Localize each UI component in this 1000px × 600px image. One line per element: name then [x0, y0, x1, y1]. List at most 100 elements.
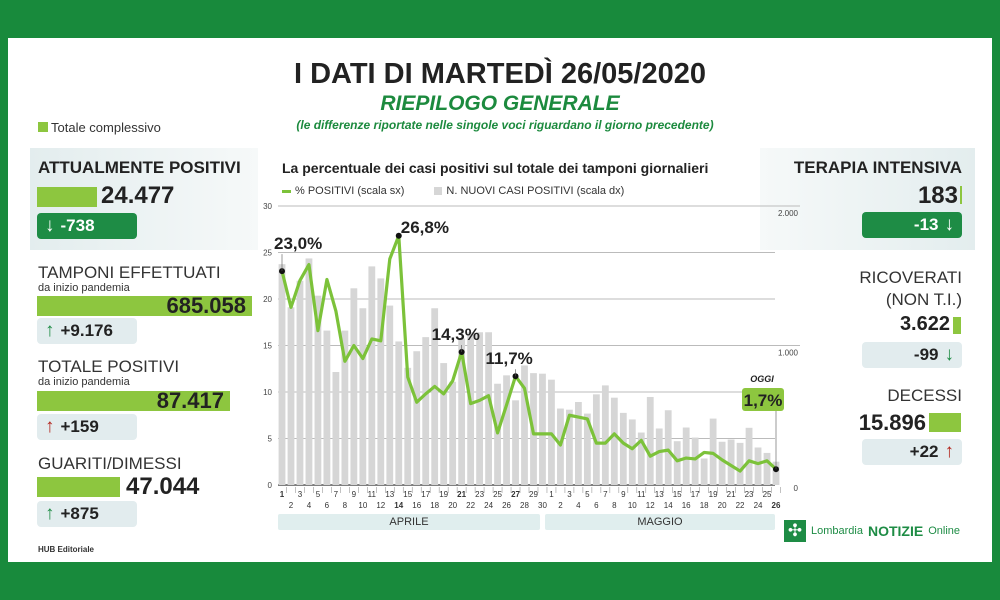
arrow-up-icon: ↑	[944, 441, 955, 462]
x-label: 25	[763, 490, 772, 499]
tamponi-bar: 685.058	[37, 293, 252, 318]
tamponi-value: 685.058	[166, 293, 246, 318]
bar	[368, 266, 376, 485]
bar	[422, 337, 430, 485]
x-label: 13	[655, 490, 664, 499]
x-label: 11	[637, 490, 646, 499]
y-left-tick: 25	[263, 249, 272, 258]
bar	[305, 258, 313, 485]
x-label: 14	[394, 501, 403, 510]
x-label: 22	[466, 501, 475, 510]
x-label: 2	[558, 501, 563, 510]
bar	[350, 288, 358, 485]
x-label: 3	[298, 490, 303, 499]
terapia-delta: -13 ↓	[862, 212, 962, 238]
bar	[395, 341, 403, 485]
x-label: 20	[718, 501, 727, 510]
bar	[485, 332, 492, 485]
x-label: 9	[621, 490, 626, 499]
x-label: 21	[457, 490, 466, 499]
totale-value: 87.417	[156, 388, 224, 413]
x-label: 4	[307, 501, 312, 510]
arrow-up-icon: ↑	[45, 503, 55, 524]
x-label: 9	[352, 490, 357, 499]
chart-title: La percentuale dei casi positivi sul tot…	[282, 160, 709, 176]
bar	[386, 305, 394, 485]
ricoverati-value: 3.622	[899, 313, 950, 335]
x-label: 6	[594, 501, 599, 510]
delta-text: -13	[913, 215, 939, 234]
bar	[673, 441, 681, 485]
bar	[736, 442, 744, 485]
page-title: I DATI DI MARTEDÌ 26/05/2020	[293, 58, 707, 90]
bar	[503, 375, 510, 485]
bar	[296, 280, 304, 485]
tamponi-delta: ↑ +9.176	[37, 318, 137, 344]
bar	[521, 365, 528, 485]
month-maggio: MAGGIO	[545, 514, 775, 530]
guariti-label: GUARITI/DIMESSI	[38, 454, 182, 473]
bar	[646, 396, 654, 485]
annotation-label: 1,7%	[744, 391, 783, 410]
bar	[323, 330, 331, 485]
bar	[449, 381, 457, 485]
y-left-tick: 10	[263, 388, 272, 397]
bar	[467, 332, 475, 485]
x-label: 10	[628, 501, 637, 510]
logo: ✣ Lombardia NOTIZIE Online	[784, 520, 960, 542]
x-label: 22	[736, 501, 745, 510]
attualmente-delta: ↓ -738	[37, 213, 137, 239]
x-label: 24	[754, 501, 763, 510]
y-left-tick: 0	[268, 481, 273, 490]
terapia-label: TERAPIA INTENSIVA	[793, 158, 962, 177]
delta-text: +159	[60, 417, 99, 436]
x-label: 29	[529, 490, 538, 499]
annotation-label: 26,8%	[401, 218, 449, 237]
bar	[619, 412, 627, 485]
annotation-label: 23,0%	[274, 234, 322, 253]
ricoverati-delta: -99 ↓	[862, 342, 962, 368]
arrow-up-icon: ↑	[45, 416, 55, 437]
terapia-bar	[960, 186, 962, 204]
x-label: 8	[343, 501, 348, 510]
ricoverati-label: RICOVERATI	[859, 268, 962, 287]
x-label: 14	[664, 501, 673, 510]
x-label: 17	[421, 490, 430, 499]
bar	[691, 437, 699, 485]
legend-swatch	[38, 122, 48, 132]
annotation-box	[742, 388, 784, 411]
bar	[664, 410, 672, 485]
y-right-tick: 0	[794, 484, 799, 493]
bar	[700, 458, 708, 485]
bar	[575, 401, 582, 485]
x-label: 18	[430, 501, 439, 510]
decessi-label: DECESSI	[887, 386, 962, 405]
ricoverati-bar	[953, 317, 961, 334]
y-right-tick: 2.000	[778, 209, 799, 218]
x-label: 24	[484, 501, 493, 510]
annotation-oggi: OGGI	[750, 374, 774, 384]
x-label: 20	[448, 501, 457, 510]
bar	[655, 428, 663, 485]
y-right-tick: 1.000	[778, 349, 799, 358]
ricoverati-label-2: (NON T.I.)	[885, 290, 962, 309]
y-left-tick: 30	[263, 202, 272, 211]
x-label: 30	[538, 501, 547, 510]
attualmente-bar	[37, 187, 97, 207]
bar	[314, 295, 322, 485]
y-left-tick: 15	[263, 342, 272, 351]
arrow-down-icon: ↓	[944, 344, 955, 365]
x-label: 16	[682, 501, 691, 510]
x-label: 25	[493, 490, 502, 499]
decessi-bar	[929, 413, 961, 432]
attualmente-label: ATTUALMENTE POSITIVI	[38, 158, 241, 177]
x-label: 26	[502, 501, 511, 510]
x-label: 16	[412, 501, 421, 510]
totale-bar: 87.417	[37, 388, 230, 413]
x-label: 26	[772, 501, 781, 510]
bar	[278, 264, 286, 485]
legend-total-label: Totale complessivo	[51, 120, 161, 135]
x-label: 12	[646, 501, 655, 510]
x-label: 15	[673, 490, 682, 499]
